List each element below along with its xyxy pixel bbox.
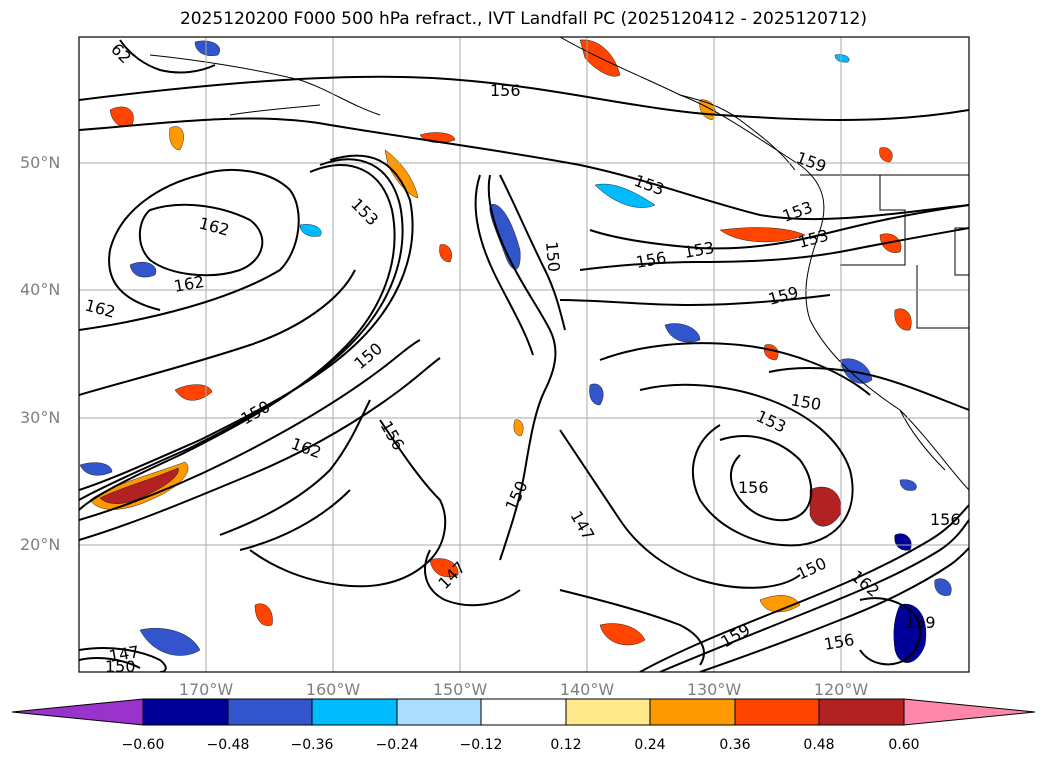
negative-anomaly-shading bbox=[594, 183, 656, 208]
colorbar-tick-label: 0.36 bbox=[719, 737, 751, 753]
negative-anomaly-shading bbox=[589, 383, 604, 406]
positive-anomaly-shading bbox=[429, 558, 459, 578]
lat-label: 20°N bbox=[20, 535, 61, 554]
colorbar-tick-label: 0.48 bbox=[803, 737, 835, 753]
map-frame bbox=[78, 36, 970, 673]
graticule bbox=[79, 37, 969, 672]
contour-label: 150 bbox=[542, 241, 564, 273]
colorbar bbox=[11, 698, 1036, 726]
colorbar-tick-label: −0.48 bbox=[206, 737, 250, 753]
negative-anomaly-shading bbox=[299, 224, 322, 237]
negative-anomaly-shading bbox=[894, 533, 912, 551]
colorbar-segment bbox=[480, 698, 567, 726]
colorbar-tick-label: −0.60 bbox=[121, 737, 165, 753]
lat-label: 30°N bbox=[20, 408, 61, 427]
contour-label: 156 bbox=[738, 478, 769, 497]
colorbar-tick-label: 0.12 bbox=[550, 737, 582, 753]
colorbar-segment bbox=[565, 698, 651, 726]
colorbar-tick-label: −0.24 bbox=[375, 737, 419, 753]
positive-anomaly-shading bbox=[99, 467, 179, 504]
bc-coastline bbox=[679, 94, 796, 171]
positive-anomaly-shading bbox=[599, 623, 646, 646]
positive-anomaly-shading bbox=[809, 486, 841, 527]
negative-anomaly-shading bbox=[139, 628, 201, 656]
negative-anomaly-shading bbox=[839, 358, 873, 384]
negative-anomaly-shading bbox=[489, 204, 521, 270]
positive-anomaly-shading bbox=[384, 149, 419, 199]
positive-anomaly-shading bbox=[879, 147, 893, 163]
negative-anomaly-shading bbox=[129, 262, 157, 278]
negative-anomaly-shading bbox=[934, 578, 952, 596]
contour-label: 156 bbox=[930, 510, 961, 529]
colorbar-segment bbox=[227, 698, 313, 726]
map-plot-area: 62 156 159 153 153 153 150 156 153 162 1… bbox=[79, 37, 969, 676]
negative-anomaly-shading bbox=[79, 462, 113, 476]
positive-anomaly-shading bbox=[513, 419, 524, 437]
contour-label: 159 bbox=[905, 613, 936, 632]
colorbar-tick-label: −0.36 bbox=[290, 737, 334, 753]
shading-layer bbox=[79, 39, 952, 663]
colorbar-segment bbox=[734, 698, 820, 726]
colorbar-tick-label: 0.60 bbox=[888, 737, 920, 753]
colorbar-segment bbox=[142, 698, 229, 726]
lon-label: 120°W bbox=[813, 680, 869, 699]
colorbar-segment bbox=[311, 698, 398, 726]
colorbar-segment bbox=[818, 698, 905, 726]
positive-anomaly-shading bbox=[254, 603, 273, 626]
positive-anomaly-shading bbox=[719, 227, 806, 243]
contour-label: 150 bbox=[105, 657, 136, 676]
lon-label: 160°W bbox=[305, 680, 361, 699]
colorbar-tick-label: 0.24 bbox=[634, 737, 666, 753]
lon-label: 130°W bbox=[686, 680, 742, 699]
negative-anomaly-shading bbox=[834, 54, 850, 63]
lat-label: 50°N bbox=[20, 153, 61, 172]
baja-coastline bbox=[899, 409, 946, 471]
negative-anomaly-shading bbox=[899, 479, 917, 491]
lat-label: 40°N bbox=[20, 280, 61, 299]
refractivity-contours bbox=[79, 39, 969, 672]
coastline-layer bbox=[149, 37, 969, 491]
colorbar-segment bbox=[649, 698, 736, 726]
positive-anomaly-shading bbox=[439, 244, 452, 263]
colorbar-extend-low bbox=[11, 698, 144, 726]
positive-anomaly-shading bbox=[169, 126, 184, 151]
negative-anomaly-shading bbox=[664, 323, 701, 343]
colorbar-extend-high bbox=[903, 698, 1036, 726]
contour-label: 156 bbox=[490, 81, 521, 100]
negative-anomaly-shading bbox=[194, 40, 220, 56]
positive-anomaly-shading bbox=[174, 384, 213, 401]
lon-label: 150°W bbox=[432, 680, 488, 699]
colorbar-tick-label: −0.12 bbox=[459, 737, 503, 753]
colorbar-segment bbox=[396, 698, 482, 726]
map-title: 2025120200 F000 500 hPa refract., IVT La… bbox=[179, 9, 867, 29]
lon-label: 140°W bbox=[559, 680, 615, 699]
positive-anomaly-shading bbox=[894, 308, 912, 331]
lon-label: 170°W bbox=[178, 680, 234, 699]
positive-anomaly-shading bbox=[759, 595, 801, 613]
